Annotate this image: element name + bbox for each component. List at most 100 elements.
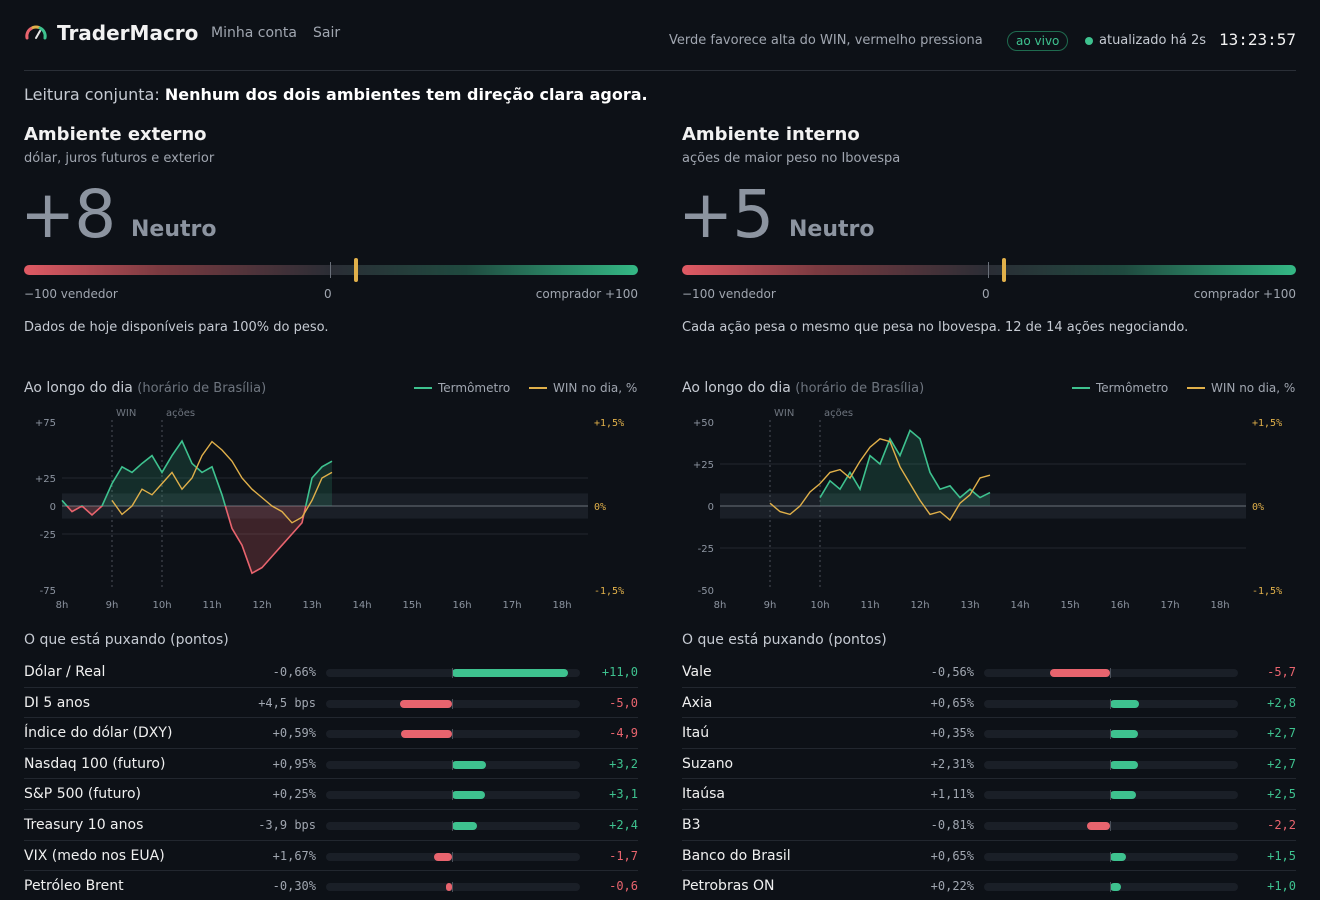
legend-win: WIN no dia, %	[529, 381, 637, 395]
driver-name: Vale	[682, 664, 712, 680]
y-right-tick-label: 0%	[1252, 502, 1264, 513]
driver-bar-track	[984, 820, 1238, 831]
score-gauge	[24, 265, 638, 275]
driver-points: -4,9	[609, 726, 638, 741]
driver-points: -5,7	[1267, 665, 1296, 679]
driver-bar-track	[326, 759, 580, 770]
driver-name: Banco do Brasil	[682, 847, 791, 864]
driver-points: +11,0	[601, 665, 638, 679]
score-state: Neutro	[789, 217, 875, 242]
nav-account-link[interactable]: Minha conta	[211, 25, 297, 41]
y-left-tick-label: +75	[35, 418, 56, 429]
driver-bar-track	[326, 729, 580, 740]
legend-win: WIN no dia, %	[1187, 381, 1295, 395]
status-dot-icon	[1085, 37, 1093, 45]
thermo-area-positive	[62, 441, 332, 506]
y-right-tick-label: +1,5%	[594, 418, 624, 429]
y-left-tick-label: -25	[40, 530, 56, 541]
x-tick-label: 12h	[910, 600, 929, 611]
driver-bar-zero	[1110, 790, 1111, 801]
driver-change: -3,9 bps	[258, 817, 316, 832]
driver-bar	[400, 730, 452, 739]
session-marker-label: ações	[824, 408, 853, 419]
driver-bar-zero	[1110, 698, 1111, 709]
score-value: +8	[20, 176, 116, 253]
driver-change: -0,56%	[930, 665, 974, 679]
driver-bar-zero	[452, 851, 453, 862]
external-environment-panel: Ambiente externo dólar, juros futuros e …	[20, 0, 638, 900]
session-marker-label: WIN	[116, 408, 136, 419]
intraday-chart: +75 +25 0 -25 -75 +1,5% 0% -1,5% 8h 9h 10h 11h 12h 13…	[35, 408, 624, 611]
joint-reading-text: Nenhum dos dois ambientes tem direção cl…	[164, 85, 648, 104]
y-left-tick-label: -50	[698, 586, 714, 597]
gauge-label-center: 0	[982, 287, 990, 301]
driver-change: +0,35%	[930, 726, 974, 741]
driver-change: +0,25%	[272, 787, 316, 802]
x-tick-label: 11h	[202, 600, 221, 611]
thermo-line-negative	[65, 506, 307, 575]
driver-bar-zero	[452, 882, 453, 893]
driver-bar	[1110, 883, 1121, 892]
x-tick-label: 10h	[152, 600, 171, 611]
session-marker-label: WIN	[774, 408, 794, 419]
driver-points: +1,5	[1267, 848, 1296, 863]
driver-change: +1,67%	[272, 848, 316, 863]
x-tick-label: 14h	[352, 600, 371, 611]
x-tick-label: 15h	[402, 600, 421, 611]
internal-environment-panel: Ambiente interno ações de maior peso no …	[678, 0, 1296, 900]
driver-bar	[1110, 699, 1140, 708]
chart-subtitle: (horário de Brasília)	[795, 381, 925, 396]
x-tick-label: 16h	[1110, 600, 1129, 611]
driver-row: Vale -0,56% -5,7	[682, 657, 1296, 688]
x-tick-label: 13h	[960, 600, 979, 611]
driver-change: +0,65%	[930, 695, 974, 710]
joint-reading-label: Leitura conjunta:	[24, 85, 160, 104]
driver-bar	[452, 821, 478, 830]
driver-row: Petrobras ON +0,22% +1,0	[682, 871, 1296, 900]
gauge-logo-icon	[25, 25, 47, 40]
driver-points: +3,1	[609, 787, 638, 802]
driver-bar	[1110, 730, 1139, 739]
driver-row: Nasdaq 100 (futuro) +0,95% +3,2	[24, 749, 638, 780]
gauge-zero-tick	[988, 262, 989, 278]
legend-thermo: Termômetro	[1072, 381, 1168, 395]
updated-status: atualizado há 2s	[1099, 33, 1207, 48]
drivers-list: Dólar / Real -0,66% +11,0 DI 5 anos +4,5…	[24, 657, 638, 900]
session-marker-label: ações	[166, 408, 195, 419]
panel-note: Dados de hoje disponíveis para 100% do p…	[24, 320, 329, 335]
driver-row: Treasury 10 anos -3,9 bps +2,4	[24, 810, 638, 841]
driver-change: +4,5 bps	[258, 695, 316, 710]
driver-name: Petróleo Brent	[24, 878, 124, 895]
driver-change: +1,11%	[930, 787, 974, 802]
driver-bar-zero	[1110, 851, 1111, 862]
driver-bar	[1110, 791, 1137, 800]
driver-change: -0,66%	[272, 665, 316, 679]
driver-bar	[1050, 669, 1110, 677]
driver-bar	[452, 791, 485, 800]
driver-bar	[1086, 821, 1110, 830]
nav-logout-link[interactable]: Sair	[313, 25, 341, 41]
x-tick-label: 11h	[860, 600, 879, 611]
driver-row: B3 -0,81% -2,2	[682, 810, 1296, 841]
driver-bar-track	[326, 668, 580, 678]
driver-name: Índice do dólar (DXY)	[24, 725, 173, 742]
panel-subtitle: dólar, juros futuros e exterior	[24, 151, 215, 166]
intraday-chart: +50 +25 0 -25 -50 +1,5% 0% -1,5% 8h 9h 10h 11h 12h 13…	[693, 408, 1282, 611]
top-bar: TraderMacro Minha conta Sair Verde favor…	[24, 0, 1296, 71]
score-gauge	[682, 265, 1296, 275]
driver-bar-zero	[1110, 729, 1111, 740]
driver-bar-track	[984, 729, 1238, 740]
x-tick-label: 17h	[1160, 600, 1179, 611]
driver-points: +2,7	[1267, 756, 1296, 771]
driver-points: -2,2	[1267, 817, 1296, 832]
score-value: +5	[678, 176, 774, 253]
driver-name: Treasury 10 anos	[24, 816, 144, 833]
gauge-label-center: 0	[324, 287, 332, 301]
driver-name: S&P 500 (futuro)	[24, 786, 141, 803]
driver-bar-zero	[1110, 759, 1111, 770]
chart-title: Ao longo do dia (horário de Brasília)	[24, 380, 266, 396]
driver-change: -0,81%	[930, 817, 974, 832]
driver-bar	[452, 760, 486, 769]
driver-row: Suzano +2,31% +2,7	[682, 749, 1296, 780]
x-tick-label: 10h	[810, 600, 829, 611]
